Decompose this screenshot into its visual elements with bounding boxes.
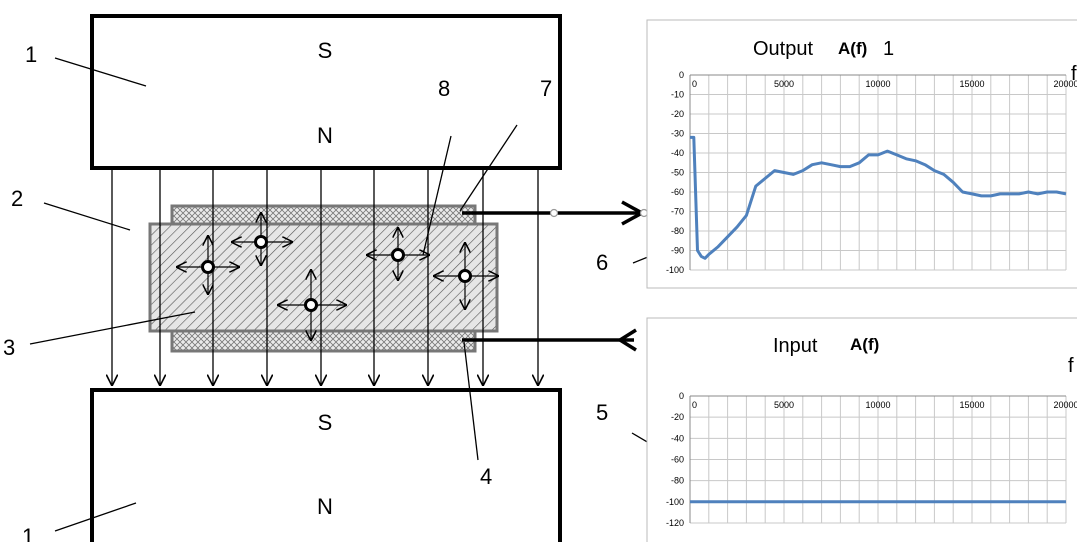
label-6: 6 [596,250,608,275]
output-y-tick-label: -40 [671,148,684,158]
label-1-top: 1 [25,42,37,67]
output-y-tick-label: -90 [671,246,684,256]
input-y-tick-label: -80 [671,476,684,486]
output-lead [462,200,649,226]
particles [176,212,499,341]
output-y-tick-label: 0 [679,70,684,80]
input-y-tick-label: -60 [671,455,684,465]
label-1-bottom: 1 [22,524,34,542]
input-x-tick-label: 5000 [774,400,794,410]
output-y-tick-label: -30 [671,129,684,139]
field-lines [112,170,538,386]
input-x-tick-label: 15000 [959,400,984,410]
input-lead [462,328,637,352]
magnet-bottom: S N [90,388,562,542]
label-2: 2 [11,186,23,211]
output-chart-title-suffix: 1 [883,38,894,60]
label-5: 5 [596,400,608,425]
output-chart-title: Output [753,38,813,60]
output-x-tick-label: 0 [692,79,697,89]
output-chart-title-func: A(f) [838,39,867,58]
output-y-tick-label: -20 [671,109,684,119]
output-y-tick-label: -50 [671,168,684,178]
input-x-tick-label: 10000 [865,400,890,410]
input-chart: Input A(f) f 0 -20 -40 -60 -80 -100 -120 0 5000 1… [646,317,1077,542]
label-8: 8 [438,76,450,101]
input-x-tick-label: 0 [692,400,697,410]
input-y-tick-label: 0 [679,391,684,401]
particle [433,242,499,310]
particle [277,269,347,341]
magnet-bottom-pole-s: S [318,410,333,435]
input-y-tick-label: -20 [671,412,684,422]
input-chart-frame [646,317,1077,542]
magnet-top: S N [90,14,562,170]
input-y-tick-label: -100 [666,497,684,507]
electrode-bottom [170,329,477,353]
label-7: 7 [540,76,552,101]
label-4: 4 [480,464,492,489]
magnet-top-pole-s: S [318,38,333,63]
output-chart-xlabel: f [1071,63,1077,85]
input-chart-title-func: A(f) [850,335,879,354]
output-x-tick-label: 10000 [865,79,890,89]
label-3: 3 [3,335,15,360]
output-y-tick-label: -60 [671,187,684,197]
input-chart-xlabel: f [1068,355,1074,377]
sample-body [148,222,499,333]
output-chart-frame [646,19,1077,289]
particle [231,212,293,266]
input-y-tick-label: -120 [666,518,684,528]
output-x-tick-label: 5000 [774,79,794,89]
input-chart-title: Input [773,335,818,357]
input-y-tick-label: -40 [671,433,684,443]
output-y-tick-label: -10 [671,90,684,100]
output-series-line [690,135,1067,260]
input-x-tick-label: 20000 [1053,400,1077,410]
output-y-tick-label: -100 [666,265,684,275]
output-y-tick-label: -70 [671,207,684,217]
output-x-tick-label: 20000 [1053,79,1077,89]
output-x-tick-label: 15000 [959,79,984,89]
magnet-bottom-pole-n: N [317,494,333,519]
output-y-tick-label: -80 [671,226,684,236]
particle [366,227,430,281]
magnet-top-pole-n: N [317,123,333,148]
particle [176,235,240,295]
output-chart: Output A(f) 1 f 0 -10 -20 -30 -40 -50 -60 -70 -8… [646,19,1077,289]
